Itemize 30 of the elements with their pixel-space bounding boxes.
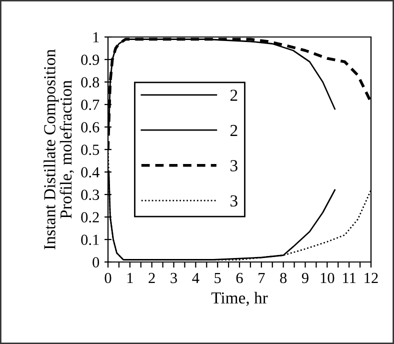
x-tick-label: 12 — [364, 272, 378, 284]
x-tick-label: 3 — [170, 272, 177, 284]
x-tick-label: 2 — [148, 272, 155, 284]
y-tick-label: 0.7 — [81, 100, 100, 110]
y-tick-label: 0.8 — [81, 77, 100, 88]
y-tick-label: 0.6 — [81, 122, 100, 133]
x-tick-label: 7 — [258, 273, 265, 284]
x-tick-label: 10 — [320, 272, 334, 284]
y-tick-label: 0 — [92, 257, 100, 268]
x-tick-label: 0 — [104, 272, 112, 284]
x-tick-label: 6 — [236, 272, 243, 284]
x-tick-label: 1 — [127, 272, 133, 284]
legend-label: 3 — [230, 195, 238, 207]
x-tick-label: 4 — [192, 272, 200, 284]
legend-label: 3 — [230, 160, 238, 172]
y-tick-label: 0.3 — [81, 190, 100, 200]
y-axis-title: Instant Distillate Composition Profile, molefraction — [44, 49, 74, 250]
x-tick-label: 9 — [302, 272, 308, 284]
legend-label: 2 — [230, 90, 238, 101]
y-tick-label: 0.1 — [81, 234, 99, 246]
y-tick-label: 0.4 — [81, 167, 100, 178]
y-tick-label: 0.9 — [81, 54, 100, 66]
y-tick-label: 0.2 — [81, 212, 99, 223]
x-tick-label: 8 — [280, 272, 287, 284]
y-tick-label: 0.5 — [81, 144, 100, 156]
legend-label: 2 — [230, 124, 238, 136]
x-axis-title: Time, hr — [211, 292, 268, 306]
y-tick-label: 1 — [93, 32, 99, 42]
x-tick-label: 11 — [343, 272, 356, 284]
x-tick-label: 5 — [214, 273, 221, 284]
